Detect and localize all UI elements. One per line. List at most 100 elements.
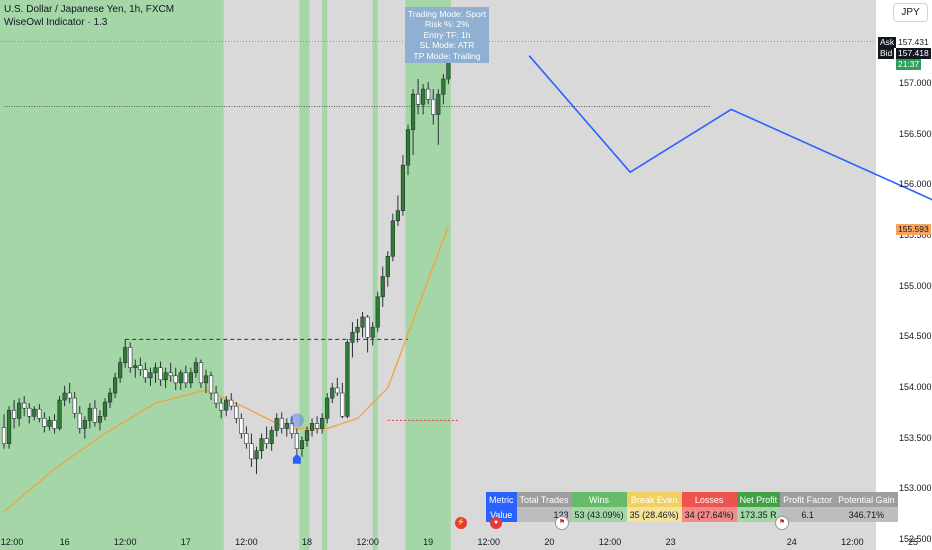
candle-body	[436, 93, 441, 115]
info-risk: Risk %: 2%	[425, 19, 469, 30]
time-tick-label: 19	[423, 537, 434, 547]
val-losses: 34 (27.64%)	[681, 507, 737, 522]
record-icon[interactable]: ●	[490, 517, 502, 529]
hdr-net-profit: Net Profit	[736, 492, 781, 507]
candle-body	[193, 362, 199, 374]
candle-body	[42, 418, 47, 427]
candle-body	[224, 399, 229, 411]
time-tick-label: 18	[301, 537, 313, 547]
bid-label: Bid	[878, 48, 895, 59]
candle-body	[330, 387, 335, 399]
candle-body	[239, 418, 244, 434]
settings-info-box: Trading Mode: Sport Risk %: 2% Entry TF:…	[405, 7, 489, 64]
candle-body	[234, 405, 239, 419]
candle-body	[203, 375, 209, 384]
time-tick-label: 12:00	[356, 537, 379, 547]
candle-body	[37, 408, 42, 419]
candle-body	[32, 408, 37, 417]
candle-body	[22, 402, 27, 409]
candle-body	[118, 362, 123, 379]
time-tick-label: 16	[59, 537, 70, 547]
candle-body	[188, 372, 193, 384]
candle-body	[360, 316, 365, 328]
time-tick-label: 17	[180, 537, 191, 547]
price-tick-label: 153.000	[899, 483, 932, 494]
candle-body	[309, 423, 315, 431]
hdr-break-even: Break Even	[626, 492, 682, 507]
candle-body	[355, 326, 360, 333]
candle-body	[390, 220, 395, 257]
candle-body	[284, 423, 289, 429]
val-potential-gain: 346.71%	[835, 507, 898, 522]
price-tick-label: 156.000	[899, 179, 932, 190]
candle-body	[123, 347, 128, 363]
candle-body	[208, 375, 214, 394]
candle-body	[314, 423, 320, 429]
time-tick-label: 20	[544, 537, 555, 547]
candle-body	[431, 98, 436, 115]
stats-header-row: Metric Total Trades Wins Break Even Loss…	[486, 492, 898, 507]
candle-body	[62, 392, 67, 401]
candle-body	[325, 397, 330, 419]
lightning-icon[interactable]: ⚡	[455, 517, 467, 529]
candle-body	[107, 392, 113, 403]
candle-body	[385, 255, 390, 277]
candle-body	[6, 409, 12, 444]
candle-body	[405, 129, 411, 166]
candle-body	[92, 407, 97, 423]
time-tick-label: 24	[786, 537, 797, 547]
info-trading-mode: Trading Mode: Sport	[407, 9, 487, 19]
candle-body	[158, 367, 163, 381]
candle-body	[400, 164, 406, 211]
time-tick-label: 12:00	[598, 537, 622, 547]
entry-highlight	[289, 413, 304, 428]
time-tick-label: 25	[907, 537, 919, 547]
candle-body	[421, 88, 426, 105]
candle-body	[27, 407, 32, 417]
candle-body	[410, 93, 416, 130]
time-tick-label: 12:00	[0, 537, 24, 547]
time-tick-label: 12:00	[235, 537, 258, 547]
candle-body	[113, 377, 118, 394]
stats-value-row: Value 123 53 (43.09%) 35 (28.46%) 34 (27…	[486, 507, 898, 522]
candle-body	[289, 423, 294, 434]
price-tick-label: 155.500	[899, 230, 932, 240]
countdown-tag: 21:37	[896, 59, 922, 70]
candle-body	[294, 433, 300, 450]
candle-body	[1, 427, 7, 444]
candle-body	[365, 316, 370, 338]
hdr-profit-factor: Profit Factor	[780, 492, 836, 507]
bid-value: 157.418	[896, 48, 931, 59]
candle-body	[304, 430, 310, 441]
candle-body	[178, 372, 183, 384]
candle-body	[214, 392, 219, 404]
candle-body	[148, 372, 153, 379]
candle-body	[426, 88, 431, 100]
time-tick-label: 12:00	[841, 537, 864, 547]
hdr-total-trades: Total Trades	[516, 492, 572, 507]
symbol-title: U.S. Dollar / Japanese Yen, 1h, FXCM	[4, 4, 175, 15]
candle-body	[198, 362, 204, 384]
price-tick-label: 156.500	[899, 128, 932, 139]
ask-label: Ask	[878, 37, 897, 48]
info-entry-tf: Entry TF: 1h	[423, 29, 471, 40]
candle-body	[380, 276, 385, 298]
price-tick-label: 152.500	[899, 533, 932, 544]
ask-value: 157.431	[896, 37, 931, 48]
entry-arrow-icon	[292, 453, 301, 464]
candle-body	[274, 418, 279, 431]
candle-body	[340, 392, 345, 417]
moving-average-line	[3, 225, 450, 513]
session-shade	[299, 0, 310, 550]
stats-table: Metric Total Trades Wins Break Even Loss…	[486, 492, 898, 522]
candle-body	[77, 412, 82, 429]
marker-price-tag: 155.593	[896, 224, 931, 235]
candle-body	[259, 438, 264, 452]
candle-body	[143, 369, 148, 379]
val-break-even: 35 (28.46%)	[626, 507, 682, 522]
candle-body	[370, 326, 375, 338]
candle-body	[345, 342, 350, 417]
currency-button[interactable]: JPY	[893, 3, 928, 22]
